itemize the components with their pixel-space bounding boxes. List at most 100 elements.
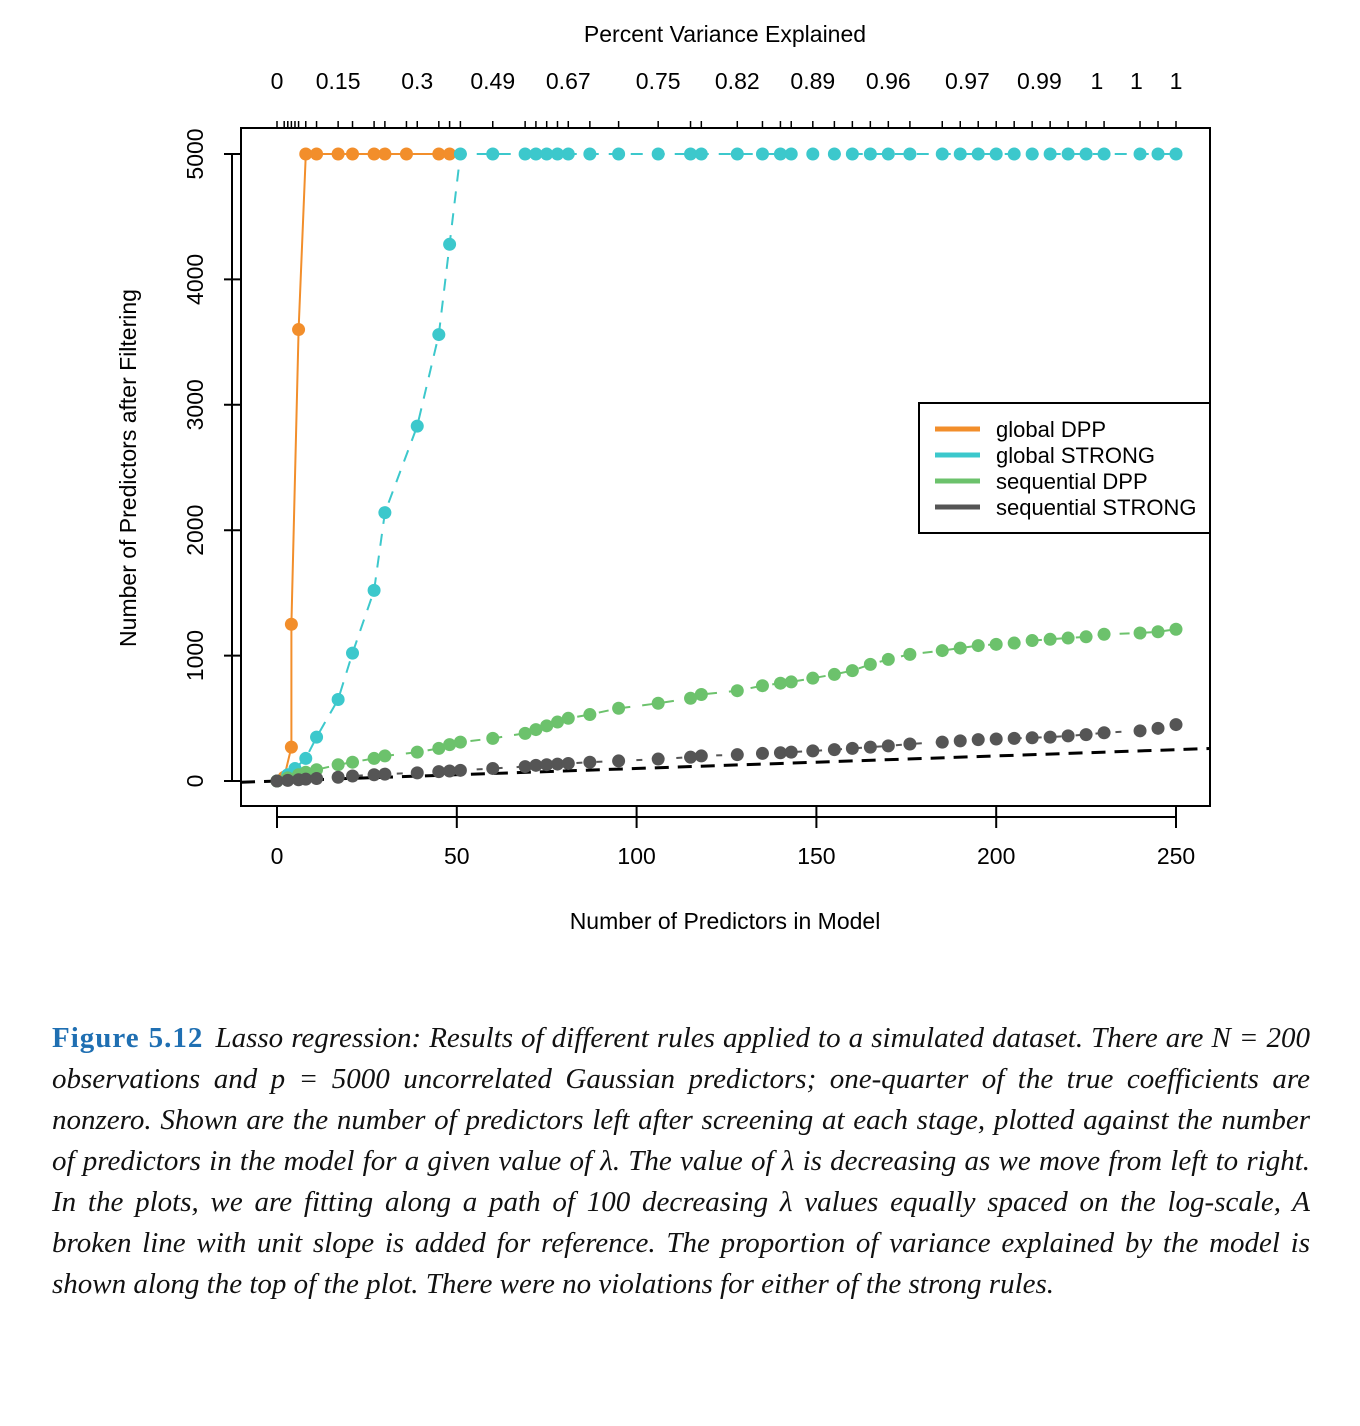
- point-global-strong: [684, 147, 698, 161]
- point-global-strong: [694, 147, 708, 161]
- point-sequential-dpp: [953, 641, 967, 655]
- point-global-strong: [346, 646, 360, 660]
- point-sequential-dpp: [1169, 622, 1183, 636]
- point-global-strong: [903, 147, 917, 161]
- point-sequential-strong: [1043, 730, 1057, 744]
- point-sequential-strong: [863, 740, 877, 754]
- point-global-dpp: [399, 147, 413, 161]
- figure-caption: Figure 5.12 Lasso regression: Results of …: [52, 1018, 1310, 1305]
- point-global-dpp: [292, 323, 306, 337]
- point-global-strong: [583, 147, 597, 161]
- point-global-dpp: [367, 147, 381, 161]
- x-tick-label: 250: [1157, 843, 1195, 869]
- top-tick-label: 0.15: [316, 68, 361, 94]
- point-global-strong: [410, 419, 424, 433]
- point-global-strong: [529, 147, 543, 161]
- point-global-strong: [971, 147, 985, 161]
- top-tick-label: 0.89: [790, 68, 835, 94]
- point-global-strong: [432, 328, 446, 342]
- point-global-strong: [443, 237, 457, 251]
- point-sequential-strong: [561, 756, 575, 770]
- y-axis: 0 1000 2000 3000 4000 5000: [182, 128, 241, 787]
- point-sequential-dpp: [881, 652, 895, 666]
- point-global-dpp: [284, 740, 298, 754]
- point-sequential-dpp: [1151, 625, 1165, 639]
- top-tick-label: 0.67: [546, 68, 591, 94]
- point-sequential-dpp: [694, 687, 708, 701]
- y-tick-label: 2000: [182, 505, 208, 556]
- point-global-strong: [1079, 147, 1093, 161]
- point-sequential-strong: [1025, 731, 1039, 745]
- point-sequential-dpp: [684, 691, 698, 705]
- point-sequential-strong: [331, 770, 345, 784]
- point-sequential-strong: [583, 755, 597, 769]
- point-sequential-dpp: [367, 751, 381, 765]
- point-global-strong: [1043, 147, 1057, 161]
- x-axis: 0 50 100 150 200 250: [271, 806, 1195, 869]
- point-sequential-strong: [410, 766, 424, 780]
- x-tick-label: 50: [444, 843, 470, 869]
- point-sequential-dpp: [378, 749, 392, 763]
- point-sequential-dpp: [1025, 634, 1039, 648]
- point-global-strong: [540, 147, 554, 161]
- point-sequential-dpp: [806, 671, 820, 685]
- point-global-strong: [989, 147, 1003, 161]
- y-tick-label: 5000: [182, 128, 208, 179]
- point-global-strong: [784, 147, 798, 161]
- x-tick-label: 100: [617, 843, 655, 869]
- point-global-strong: [1007, 147, 1021, 161]
- point-sequential-strong: [773, 746, 787, 760]
- y-tick-label: 1000: [182, 630, 208, 681]
- point-sequential-strong: [1079, 728, 1093, 742]
- legend-label: global STRONG: [996, 443, 1155, 468]
- point-global-strong: [755, 147, 769, 161]
- point-global-strong: [550, 147, 564, 161]
- point-sequential-strong: [299, 772, 313, 786]
- point-global-strong: [1169, 147, 1183, 161]
- point-sequential-strong: [550, 757, 564, 771]
- point-sequential-dpp: [827, 667, 841, 681]
- point-sequential-dpp: [730, 684, 744, 698]
- point-sequential-dpp: [935, 644, 949, 658]
- point-sequential-dpp: [971, 639, 985, 653]
- point-sequential-strong: [784, 745, 798, 759]
- legend-label: sequential STRONG: [996, 495, 1197, 520]
- point-global-dpp: [331, 147, 345, 161]
- point-global-strong: [1025, 147, 1039, 161]
- point-sequential-strong: [881, 739, 895, 753]
- point-sequential-strong: [612, 754, 626, 768]
- point-sequential-dpp: [863, 657, 877, 671]
- point-global-strong: [367, 583, 381, 597]
- point-sequential-dpp: [346, 755, 360, 769]
- top-axis: 0 0.15 0.3 0.49 0.67 0.75 0.82 0.89 0.96 0.97 0.99…: [271, 68, 1182, 128]
- point-sequential-dpp: [453, 735, 467, 749]
- point-global-strong: [881, 147, 895, 161]
- point-global-dpp: [284, 617, 298, 631]
- point-global-strong: [935, 147, 949, 161]
- series-line-global-dpp: [276, 153, 450, 782]
- point-global-strong: [1151, 147, 1165, 161]
- point-sequential-dpp: [989, 637, 1003, 651]
- point-global-strong: [863, 147, 877, 161]
- point-global-strong: [299, 751, 313, 765]
- x-tick-label: 150: [797, 843, 835, 869]
- top-tick-label: 0.75: [636, 68, 681, 94]
- point-sequential-dpp: [903, 647, 917, 661]
- point-sequential-strong: [432, 765, 446, 779]
- point-global-dpp: [346, 147, 360, 161]
- top-tick-label: 0.3: [401, 68, 433, 94]
- top-tick-label: 1: [1130, 68, 1143, 94]
- top-tick-label: 1: [1090, 68, 1103, 94]
- x-tick-label: 0: [271, 843, 284, 869]
- point-sequential-dpp: [1061, 631, 1075, 645]
- point-sequential-strong: [971, 733, 985, 747]
- plot-area: [241, 147, 1210, 788]
- point-global-strong: [651, 147, 665, 161]
- point-sequential-strong: [270, 774, 284, 788]
- point-sequential-strong: [1133, 724, 1147, 738]
- point-sequential-strong: [730, 748, 744, 762]
- point-sequential-dpp: [518, 726, 532, 740]
- y-axis-label: Number of Predictors after Filtering: [115, 289, 141, 647]
- point-sequential-dpp: [612, 701, 626, 715]
